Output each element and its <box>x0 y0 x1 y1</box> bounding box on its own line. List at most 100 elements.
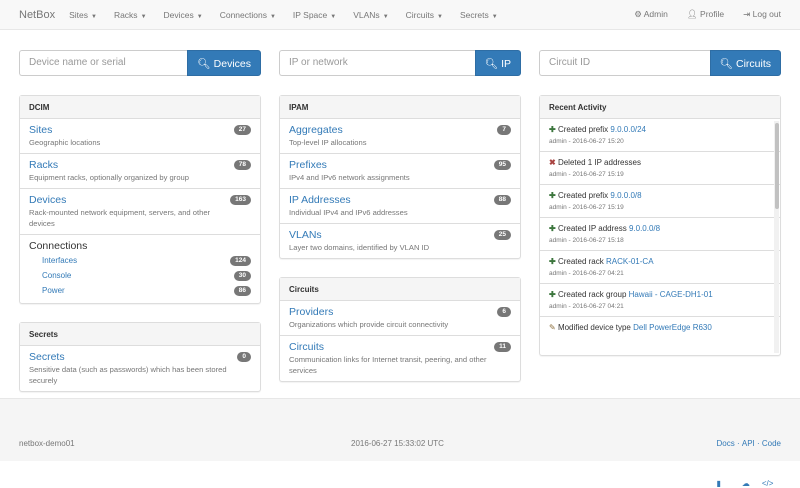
scrollbar-track[interactable] <box>774 121 779 353</box>
caret-down-icon: ▼ <box>491 13 498 20</box>
item-link[interactable]: Racks <box>29 159 59 171</box>
activity-object-link[interactable]: Hawaii - CAGE-DH1-01 <box>628 290 713 299</box>
connection-item: Power 86 <box>29 283 251 298</box>
docs-link[interactable]: Docs <box>716 439 735 448</box>
activity-object-link[interactable]: 9.0.0.0/8 <box>628 224 661 233</box>
count-badge: 27 <box>233 125 251 135</box>
x-icon: ✖ <box>549 158 558 167</box>
count-badge: 7 <box>497 125 511 135</box>
menu-label: Secrets <box>459 9 489 20</box>
activity-object-link[interactable]: 9.0.0.0/24 <box>610 125 647 134</box>
caret-down-icon: ▼ <box>196 13 203 20</box>
connection-link[interactable]: Interfaces <box>42 256 78 265</box>
caret-down-icon: ▼ <box>90 13 97 20</box>
scrollbar-thumb[interactable] <box>775 123 779 209</box>
code-link[interactable]: Code <box>761 439 781 448</box>
gear-icon: ⚙ <box>634 9 642 19</box>
ip-search-input[interactable]: IP or network <box>279 50 475 76</box>
column-left: DCIM Sites Geographic locations 27 Racks Equ… <box>19 95 261 410</box>
ip-search-button[interactable]: 🔍︎ IP <box>474 50 521 76</box>
item-link[interactable]: Prefixes <box>289 159 327 171</box>
item-description: Communication links for Internet transit… <box>289 355 487 375</box>
activity-message: ✎ Modified device type Dell PowerEdge R6… <box>549 322 771 334</box>
dcim-panel: DCIM Sites Geographic locations 27 Racks Equ… <box>19 95 261 304</box>
count-badge: 88 <box>493 195 511 205</box>
item-description: Equipment racks, optionally organized by… <box>29 173 189 182</box>
activity-object-link[interactable]: RACK-01-CA <box>605 257 654 266</box>
menu-label: Circuits <box>405 9 434 20</box>
admin-link[interactable]: ⚙ Admin <box>634 9 668 20</box>
nav-menu-0[interactable]: Sites ▼ <box>69 10 97 20</box>
search-icon: 🔍︎ <box>197 57 214 70</box>
count-badge: 163 <box>230 195 251 205</box>
count-badge: 11 <box>494 342 511 352</box>
list-item: Secrets Sensitive data (such as passwords… <box>20 346 260 391</box>
recent-activity-panel: Recent Activity ✚ Created prefix 9.0.0.0… <box>539 95 781 356</box>
activity-action: Created prefix <box>557 191 609 200</box>
item-description: Layer two domains, identified by VLAN ID <box>289 243 430 252</box>
activity-meta: admin - 2016-06-27 15:18 <box>549 237 624 244</box>
api-link[interactable]: API <box>741 439 755 448</box>
nav-menu-3[interactable]: Connections ▼ <box>220 10 276 20</box>
circuits-search-input[interactable]: Circuit ID <box>539 50 710 76</box>
item-description: Top-level IP allocations <box>289 138 367 147</box>
caret-down-icon: ▼ <box>436 13 443 20</box>
item-link[interactable]: Secrets <box>29 351 65 363</box>
count-badge: 86 <box>233 286 251 296</box>
item-description: IPv4 and IPv6 network assignments <box>289 173 410 182</box>
list-item: Devices Rack-mounted network equipment, s… <box>20 188 260 234</box>
circuits-search-button[interactable]: 🔍︎ Circuits <box>709 50 781 76</box>
item-link[interactable]: Circuits <box>289 341 325 353</box>
activity-object-link[interactable]: 9.0.0.0/8 <box>610 191 642 200</box>
nav-menu-6[interactable]: Circuits ▼ <box>406 10 443 20</box>
nav-menu-2[interactable]: Devices ▼ <box>164 10 203 20</box>
nav-menu-4[interactable]: IP Space ▼ <box>293 10 336 20</box>
connection-link[interactable]: Console <box>42 271 72 280</box>
connection-item: Console 30 <box>29 268 251 283</box>
connections-heading: Connections <box>29 240 88 252</box>
nav-menu-1[interactable]: Racks ▼ <box>114 10 147 20</box>
activity-message: ✖ Deleted 1 IP addresses <box>549 157 771 169</box>
panel-heading: Circuits <box>280 278 520 301</box>
item-link[interactable]: Aggregates <box>289 124 343 136</box>
hostname: netbox-demo01 <box>19 439 75 448</box>
brand-logo[interactable]: NetBox <box>19 8 56 21</box>
item-link[interactable]: Devices <box>29 194 67 206</box>
logout-link[interactable]: ⇥ Log out <box>743 9 781 20</box>
devices-search-input[interactable]: Device name or serial <box>19 50 188 76</box>
devices-search-button[interactable]: 🔍︎ Devices <box>187 50 261 76</box>
activity-message: ✚ Created IP address 9.0.0.0/8 <box>549 223 771 235</box>
menu-label: VLANs <box>353 9 380 20</box>
activity-action: Modified device type <box>557 323 631 332</box>
activity-item: ✚ Created prefix 9.0.0.0/8 admin - 2016-0… <box>540 184 780 217</box>
profile-link[interactable]: 👤︎ Profile <box>687 9 724 20</box>
ipam-panel: IPAM Aggregates Top-level IP allocations 7… <box>279 95 521 259</box>
list-item: Prefixes IPv4 and IPv6 network assignment… <box>280 153 520 188</box>
activity-meta: admin - 2016-06-27 15:20 <box>549 138 624 145</box>
panel-heading: IPAM <box>280 96 520 119</box>
activity-meta: admin - 2016-06-27 04:21 <box>549 270 624 277</box>
nav-menu-7[interactable]: Secrets ▼ <box>460 10 498 20</box>
nav-menu-5[interactable]: VLANs ▼ <box>353 10 388 20</box>
activity-object-link[interactable]: Dell PowerEdge R630 <box>633 323 712 332</box>
count-badge: 6 <box>497 307 511 317</box>
activity-action: Deleted 1 IP addresses <box>557 158 641 167</box>
logout-label: Log out <box>752 9 781 19</box>
connection-link[interactable]: Power <box>42 286 65 295</box>
item-link[interactable]: VLANs <box>289 229 322 241</box>
column-right: Recent Activity ✚ Created prefix 9.0.0.0… <box>539 95 781 374</box>
list-item: Providers Organizations which provide cir… <box>280 301 520 335</box>
item-link[interactable]: IP Addresses <box>289 194 351 206</box>
admin-label: Admin <box>643 9 668 19</box>
activity-meta: admin - 2016-06-27 15:19 <box>549 171 624 178</box>
item-link[interactable]: Providers <box>289 306 334 318</box>
pencil-icon: ✎ <box>549 323 558 332</box>
menu-label: Sites <box>69 9 88 20</box>
caret-down-icon: ▼ <box>382 13 389 20</box>
list-item: Aggregates Top-level IP allocations 7 <box>280 119 520 153</box>
count-badge: 25 <box>493 230 511 240</box>
item-link[interactable]: Sites <box>29 124 53 136</box>
caret-down-icon: ▼ <box>269 13 276 20</box>
activity-message: ✚ Created rack group Hawaii - CAGE-DH1-0… <box>549 289 771 301</box>
menu-label: Devices <box>163 9 194 20</box>
